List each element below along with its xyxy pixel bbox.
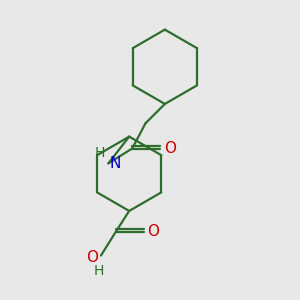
- Text: N: N: [110, 156, 121, 171]
- Text: O: O: [86, 250, 98, 265]
- Text: O: O: [164, 141, 176, 156]
- Text: O: O: [148, 224, 160, 239]
- Text: H: H: [94, 146, 105, 161]
- Text: H: H: [93, 264, 104, 278]
